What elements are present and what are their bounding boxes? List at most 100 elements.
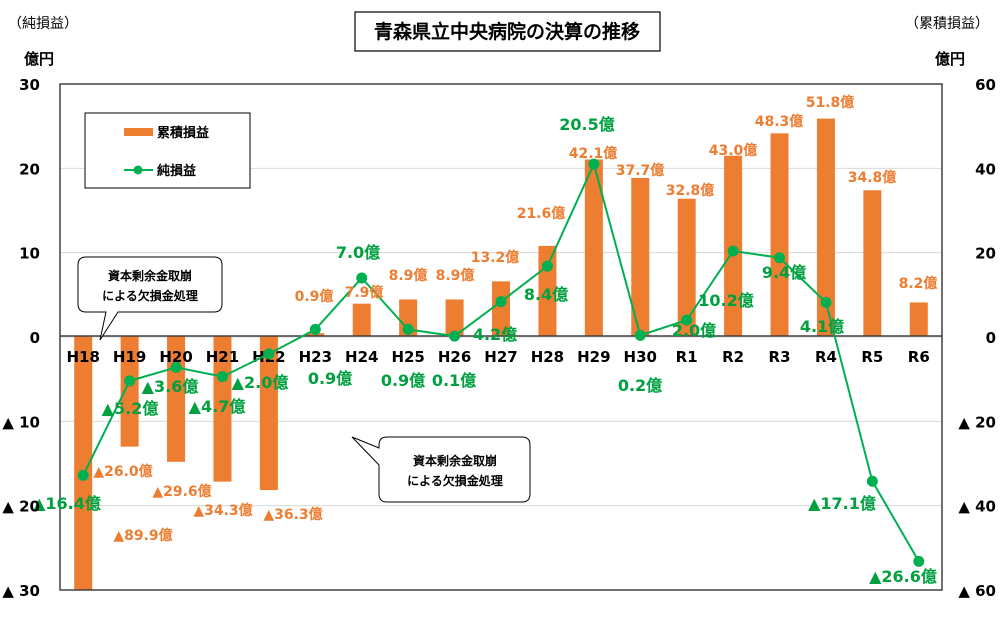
annotation-2-line-1: 資本剰余金取崩 — [413, 453, 497, 468]
right-tick-label: 0 — [986, 329, 996, 347]
bar — [770, 133, 789, 336]
line-data-label: ▲3.6億 — [142, 377, 199, 396]
annotation-callout-1: 資本剰余金取崩 による欠損金処理 — [77, 256, 223, 341]
line-data-label: ▲26.6億 — [869, 567, 937, 586]
line-point — [820, 296, 832, 308]
bar-data-label: 34.8億 — [848, 169, 897, 186]
left-axis-ticks: 30 20 10 0 ▲ 10 ▲ 20 ▲ 30 — [2, 76, 40, 600]
line-point — [866, 475, 878, 487]
line-point — [263, 348, 275, 360]
line-data-label: 0.9億 — [308, 369, 352, 388]
x-tick-label: H26 — [438, 348, 471, 366]
line-data-label: 2.0億 — [672, 321, 716, 340]
left-axis-label: （純損益） — [8, 16, 78, 32]
bar-data-label: 48.3億 — [755, 113, 804, 130]
bar-data-label: 8.2億 — [899, 275, 938, 292]
line-point — [634, 329, 646, 341]
line-point — [356, 272, 368, 284]
line-data-label: ▲4.7億 — [189, 397, 246, 416]
line-point — [681, 314, 693, 326]
line-data-label: 10.2億 — [698, 291, 753, 310]
bar-data-label: 8.9億 — [389, 267, 428, 284]
title-box — [354, 11, 661, 52]
line-point — [495, 296, 507, 308]
bar-data-label: 32.8億 — [666, 182, 715, 199]
left-tick-label: ▲ 10 — [2, 413, 40, 431]
x-tick-label: H29 — [577, 348, 610, 366]
line-data-label: 8.4億 — [524, 285, 568, 304]
bar-data-label: 42.1億 — [569, 145, 618, 162]
x-tick-label: R1 — [676, 348, 698, 366]
x-tick-label: H20 — [159, 348, 192, 366]
line-data-labels: ▲16.4億 ▲5.2億 ▲3.6億▲4.7億 ▲2.0億 0.9億 7.0億 0.9億 0.… — [33, 115, 937, 586]
x-tick-label: R3 — [769, 348, 791, 366]
x-tick-label: H25 — [391, 348, 424, 366]
x-tick-label: H19 — [113, 348, 146, 366]
left-tick-label: 30 — [19, 76, 40, 94]
right-axis-label: （累積損益） — [905, 16, 989, 32]
left-axis-unit: 億円 — [24, 50, 54, 68]
bar-data-label: ▲36.3億 — [263, 506, 322, 523]
annotation-callout-2: 資本剰余金取崩 による欠損金処理 — [351, 436, 531, 503]
legend-swatch-bar — [124, 128, 153, 136]
left-tick-label: ▲ 30 — [2, 582, 40, 600]
bar — [909, 302, 928, 336]
x-tick-label: H30 — [624, 348, 657, 366]
x-tick-label: H27 — [484, 348, 517, 366]
bar — [259, 336, 278, 491]
legend-swatch-marker — [133, 165, 143, 175]
annotation-1-line-1: 資本剰余金取崩 — [108, 268, 192, 283]
line-data-label: 7.0億 — [336, 243, 380, 262]
left-tick-label: 20 — [19, 160, 40, 178]
x-tick-label: R2 — [722, 348, 744, 366]
left-tick-label: 0 — [30, 329, 40, 347]
bar — [492, 281, 510, 336]
line-data-label: 20.5億 — [559, 115, 614, 134]
bar — [631, 178, 650, 336]
line-point — [124, 375, 136, 387]
legend: 累積損益 純損益 — [84, 112, 251, 189]
left-tick-label: ▲ 20 — [2, 498, 40, 516]
line-data-label: 0.9億 — [381, 371, 425, 390]
line-data-label: ▲16.4億 — [33, 494, 101, 513]
bar — [120, 336, 139, 447]
bar-data-label: ▲29.6億 — [152, 483, 211, 500]
line-data-label: 0.1億 — [432, 371, 476, 390]
bar — [677, 198, 696, 336]
bar-data-label: 7.9億 — [345, 284, 384, 301]
bar-data-label: 21.6億 — [517, 205, 566, 222]
bars-cumulative — [74, 118, 928, 590]
bar-data-label: ▲89.9億 — [113, 527, 172, 544]
right-tick-label: 20 — [975, 245, 996, 263]
gridlines — [60, 167, 942, 507]
right-tick-label: ▲ 40 — [958, 498, 996, 516]
legend-label-net: 純損益 — [157, 163, 196, 179]
x-tick-labels: H18H19H20H21H22H23H24H25H26H27H28H29H30R… — [66, 348, 929, 366]
bar-data-labels: ▲89.9億 ▲26.0億▲29.6億 ▲34.3億 ▲36.3億 0.9億 7.9億 8.… — [93, 94, 937, 544]
bar — [584, 159, 603, 336]
line-point — [913, 555, 925, 567]
bar — [213, 336, 232, 482]
x-tick-label: H24 — [345, 348, 378, 366]
x-tick-label: H28 — [531, 348, 564, 366]
line-point — [774, 252, 786, 264]
x-tick-label: H23 — [299, 348, 332, 366]
right-axis-unit: 億円 — [935, 50, 965, 68]
x-tick-label: R6 — [908, 348, 930, 366]
line-point — [402, 323, 414, 335]
right-tick-label: ▲ 60 — [958, 582, 996, 600]
line-point — [170, 361, 182, 373]
line-data-label: 4.2億 — [473, 325, 517, 344]
plot-frame — [59, 83, 943, 591]
bar — [863, 190, 882, 336]
x-tick-label: R4 — [815, 348, 837, 366]
chart-title: 青森県立中央病院の決算の推移 — [374, 20, 640, 43]
bar — [816, 118, 835, 337]
line-point — [216, 371, 228, 383]
line-data-label: ▲17.1億 — [808, 494, 876, 513]
bar-data-label: 13.2億 — [471, 249, 520, 266]
line-data-label: ▲2.0億 — [232, 373, 289, 392]
bar — [445, 299, 464, 336]
line-point — [727, 245, 739, 257]
x-tick-label: H18 — [66, 348, 99, 366]
